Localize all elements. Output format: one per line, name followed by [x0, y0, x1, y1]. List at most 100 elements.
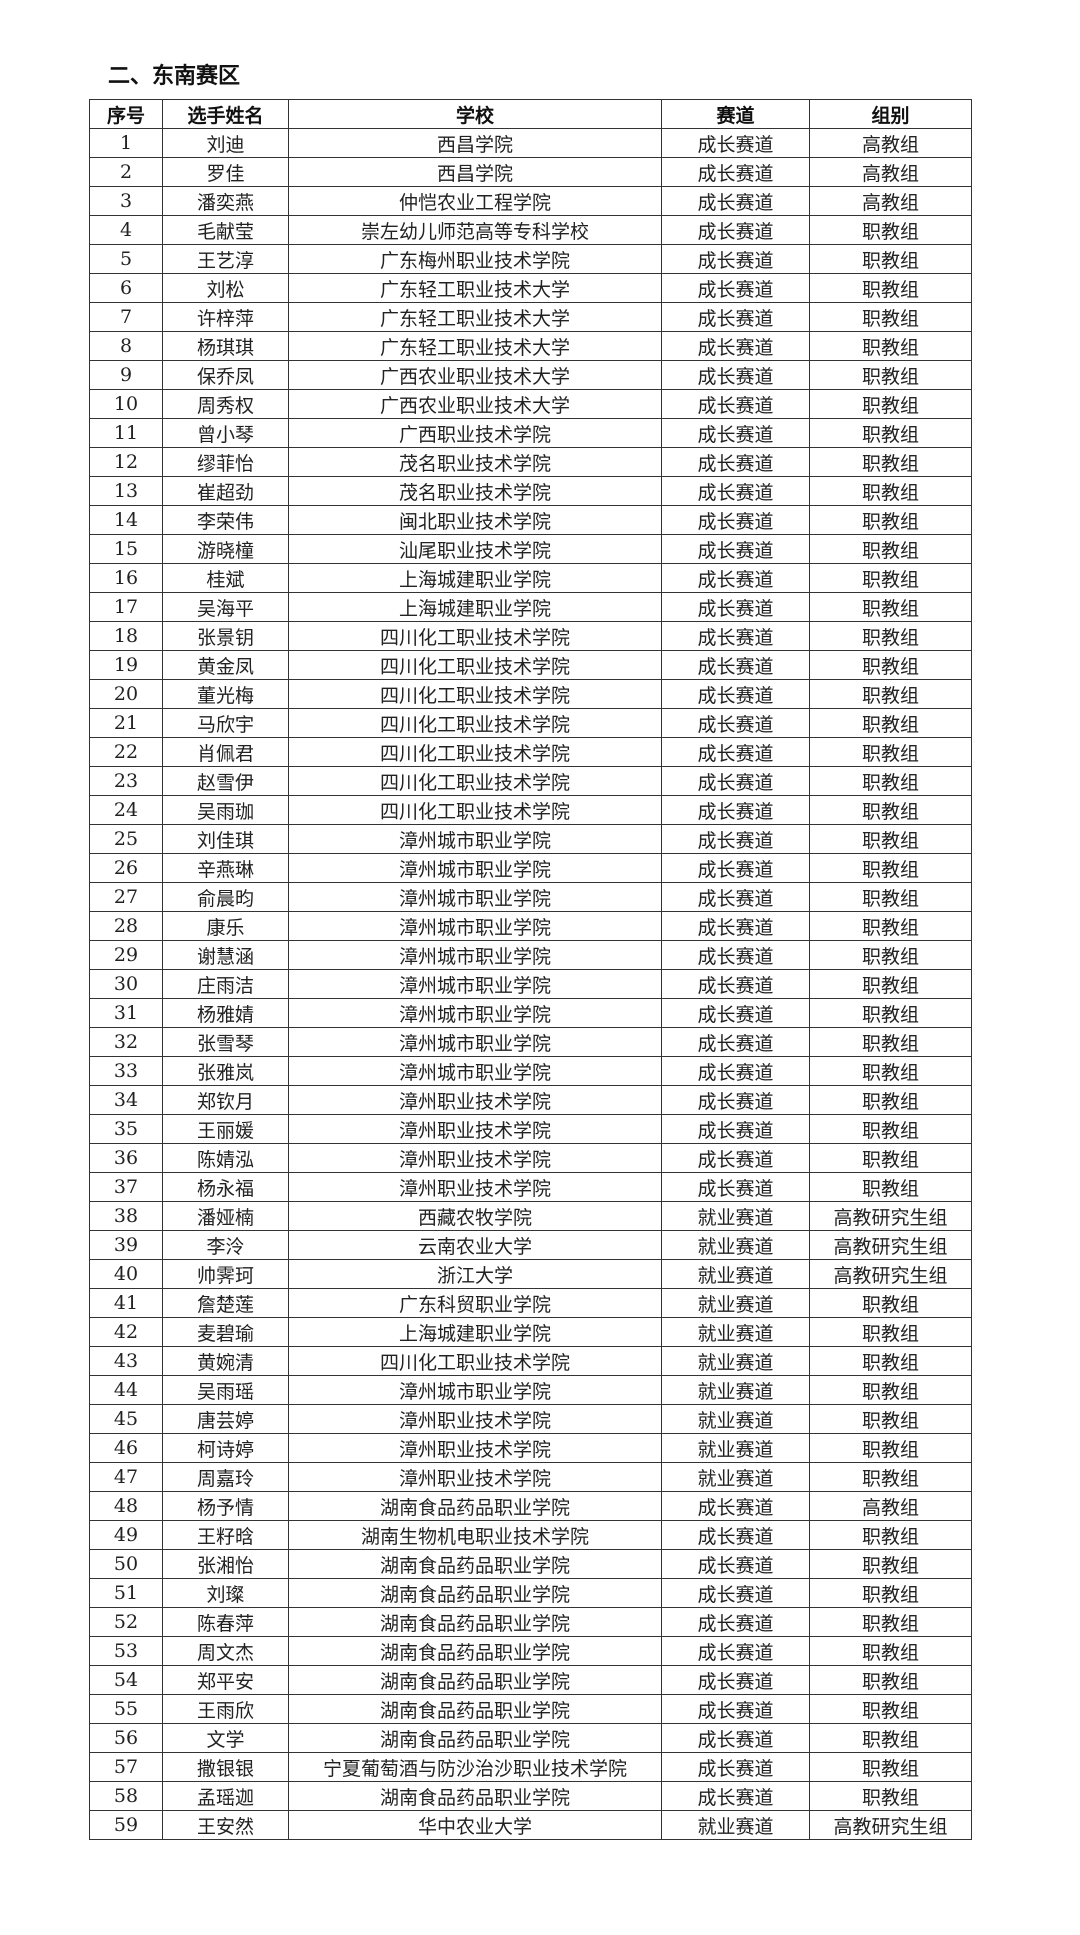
cell-index: 11: [89, 418, 163, 448]
cell-track: 成长赛道: [661, 1665, 810, 1695]
cell-track: 成长赛道: [661, 650, 810, 680]
cell-index: 53: [89, 1636, 163, 1666]
cell-index: 40: [89, 1259, 163, 1289]
cell-track: 成长赛道: [661, 737, 810, 767]
cell-index: 34: [89, 1085, 163, 1115]
cell-group: 职教组: [809, 1694, 972, 1724]
cell-group: 职教组: [809, 563, 972, 593]
cell-name: 刘璨: [162, 1578, 289, 1608]
cell-track: 成长赛道: [661, 1723, 810, 1753]
cell-name: 文学: [162, 1723, 289, 1753]
cell-name: 张景钥: [162, 621, 289, 651]
cell-index: 26: [89, 853, 163, 883]
cell-group: 高教研究生组: [809, 1230, 972, 1260]
table-row: 10 周秀权 广西农业职业技术大学 成长赛道 职教组: [89, 389, 972, 419]
cell-name: 周文杰: [162, 1636, 289, 1666]
table-row: 23 赵雪伊 四川化工职业技术学院 成长赛道 职教组: [89, 766, 972, 796]
cell-track: 成长赛道: [661, 563, 810, 593]
cell-index: 21: [89, 708, 163, 738]
cell-name: 陈春萍: [162, 1607, 289, 1637]
table-row: 19 黄金凤 四川化工职业技术学院 成长赛道 职教组: [89, 650, 972, 680]
cell-school: 四川化工职业技术学院: [288, 766, 662, 796]
table-row: 55 王雨欣 湖南食品药品职业学院 成长赛道 职教组: [89, 1694, 972, 1724]
cell-group: 职教组: [809, 911, 972, 941]
cell-name: 毛献莹: [162, 215, 289, 245]
cell-track: 就业赛道: [661, 1433, 810, 1463]
cell-track: 成长赛道: [661, 1781, 810, 1811]
cell-track: 成长赛道: [661, 505, 810, 535]
cell-name: 缪菲怡: [162, 447, 289, 477]
cell-school: 漳州城市职业学院: [288, 969, 662, 999]
table-row: 31 杨雅婧 漳州城市职业学院 成长赛道 职教组: [89, 998, 972, 1028]
cell-group: 职教组: [809, 1520, 972, 1550]
cell-track: 成长赛道: [661, 998, 810, 1028]
table-row: 57 撒银银 宁夏葡萄酒与防沙治沙职业技术学院 成长赛道 职教组: [89, 1752, 972, 1782]
cell-index: 43: [89, 1346, 163, 1376]
cell-track: 成长赛道: [661, 1607, 810, 1637]
cell-school: 广东轻工职业技术大学: [288, 331, 662, 361]
cell-name: 崔超劲: [162, 476, 289, 506]
table-row: 43 黄婉清 四川化工职业技术学院 就业赛道 职教组: [89, 1346, 972, 1376]
table-row: 39 李泠 云南农业大学 就业赛道 高教研究生组: [89, 1230, 972, 1260]
cell-school: 闽北职业技术学院: [288, 505, 662, 535]
cell-group: 职教组: [809, 621, 972, 651]
cell-index: 15: [89, 534, 163, 564]
cell-group: 职教组: [809, 1172, 972, 1202]
cell-group: 职教组: [809, 824, 972, 854]
cell-name: 王籽晗: [162, 1520, 289, 1550]
cell-school: 西藏农牧学院: [288, 1201, 662, 1231]
cell-index: 6: [89, 273, 163, 303]
cell-group: 职教组: [809, 476, 972, 506]
cell-track: 成长赛道: [661, 795, 810, 825]
cell-track: 就业赛道: [661, 1288, 810, 1318]
cell-school: 四川化工职业技术学院: [288, 737, 662, 767]
cell-group: 职教组: [809, 1375, 972, 1405]
cell-name: 杨予情: [162, 1491, 289, 1521]
cell-school: 广西农业职业技术大学: [288, 360, 662, 390]
cell-name: 张湘怡: [162, 1549, 289, 1579]
cell-name: 辛燕琳: [162, 853, 289, 883]
cell-school: 四川化工职业技术学院: [288, 650, 662, 680]
cell-track: 成长赛道: [661, 621, 810, 651]
cell-school: 上海城建职业学院: [288, 592, 662, 622]
table-row: 30 庄雨洁 漳州城市职业学院 成长赛道 职教组: [89, 969, 972, 999]
cell-school: 漳州城市职业学院: [288, 1027, 662, 1057]
cell-name: 郑钦月: [162, 1085, 289, 1115]
table-row: 47 周嘉玲 漳州职业技术学院 就业赛道 职教组: [89, 1462, 972, 1492]
cell-group: 职教组: [809, 940, 972, 970]
cell-group: 职教组: [809, 1636, 972, 1666]
table-row: 37 杨永福 漳州职业技术学院 成长赛道 职教组: [89, 1172, 972, 1202]
table-row: 2 罗佳 西昌学院 成长赛道 高教组: [89, 157, 972, 187]
cell-school: 漳州职业技术学院: [288, 1114, 662, 1144]
cell-school: 仲恺农业工程学院: [288, 186, 662, 216]
cell-track: 成长赛道: [661, 824, 810, 854]
cell-track: 成长赛道: [661, 1056, 810, 1086]
cell-index: 39: [89, 1230, 163, 1260]
cell-index: 46: [89, 1433, 163, 1463]
cell-track: 成长赛道: [661, 389, 810, 419]
cell-name: 王安然: [162, 1810, 289, 1840]
table-row: 42 麦碧瑜 上海城建职业学院 就业赛道 职教组: [89, 1317, 972, 1347]
cell-school: 漳州城市职业学院: [288, 998, 662, 1028]
cell-index: 31: [89, 998, 163, 1028]
cell-group: 高教研究生组: [809, 1810, 972, 1840]
cell-school: 上海城建职业学院: [288, 563, 662, 593]
cell-index: 32: [89, 1027, 163, 1057]
cell-group: 职教组: [809, 1288, 972, 1318]
cell-school: 云南农业大学: [288, 1230, 662, 1260]
cell-track: 就业赛道: [661, 1810, 810, 1840]
table-header-row: 序号 选手姓名 学校 赛道 组别: [89, 99, 972, 129]
cell-track: 成长赛道: [661, 1172, 810, 1202]
cell-index: 28: [89, 911, 163, 941]
table-row: 25 刘佳琪 漳州城市职业学院 成长赛道 职教组: [89, 824, 972, 854]
cell-name: 马欣宇: [162, 708, 289, 738]
cell-school: 漳州城市职业学院: [288, 940, 662, 970]
cell-name: 潘奕燕: [162, 186, 289, 216]
cell-track: 成长赛道: [661, 1520, 810, 1550]
cell-group: 职教组: [809, 969, 972, 999]
cell-name: 黄金凤: [162, 650, 289, 680]
table-row: 15 游晓橦 汕尾职业技术学院 成长赛道 职教组: [89, 534, 972, 564]
cell-school: 湖南食品药品职业学院: [288, 1781, 662, 1811]
cell-school: 华中农业大学: [288, 1810, 662, 1840]
cell-name: 撒银银: [162, 1752, 289, 1782]
